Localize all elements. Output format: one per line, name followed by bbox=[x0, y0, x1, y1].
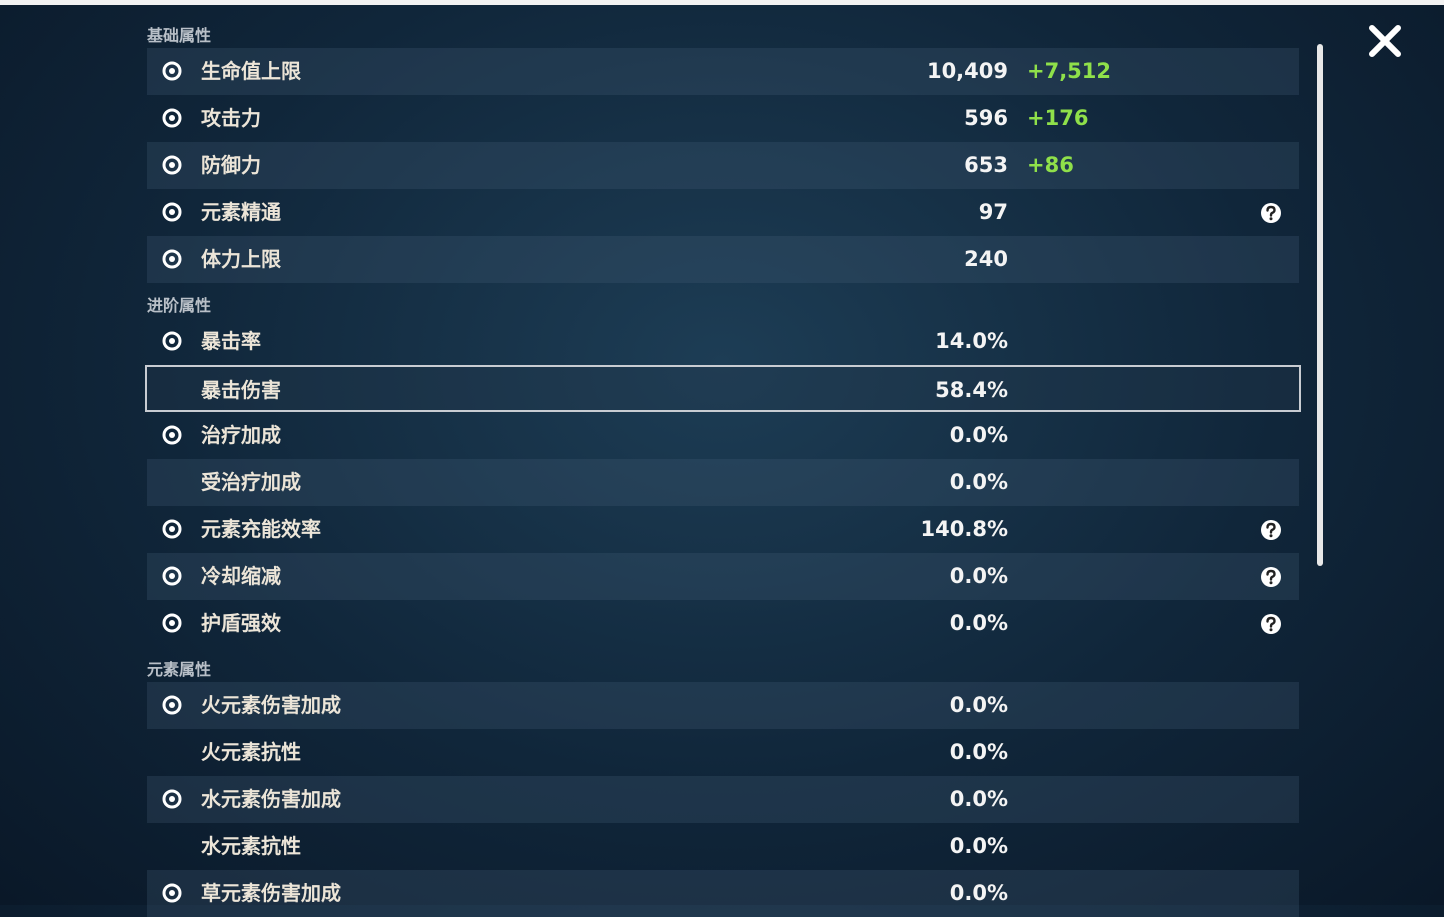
close-button[interactable] bbox=[1366, 22, 1404, 60]
attribute-icon bbox=[162, 331, 182, 351]
attribute-row: 水元素伤害加成 0.0% bbox=[147, 776, 1299, 823]
attribute-label: 治疗加成 bbox=[201, 423, 281, 447]
help-button[interactable] bbox=[1260, 566, 1282, 588]
attribute-row: 水元素抗性 0.0% bbox=[147, 823, 1299, 870]
attribute-value: 10,409 bbox=[926, 59, 1008, 83]
attribute-icon bbox=[162, 519, 182, 539]
attribute-row: 草元素伤害加成 0.0% bbox=[147, 870, 1299, 917]
attribute-icon bbox=[162, 613, 182, 633]
attribute-label: 生命值上限 bbox=[201, 59, 301, 83]
attribute-row: 火元素抗性 0.0% bbox=[147, 729, 1299, 776]
attribute-row: 冷却缩减 0.0% bbox=[147, 553, 1299, 600]
attribute-row: 元素精通 97 bbox=[147, 189, 1299, 236]
attribute-bonus: +176 bbox=[1027, 106, 1089, 130]
attribute-label: 水元素伤害加成 bbox=[201, 787, 341, 811]
attribute-bonus: +86 bbox=[1027, 153, 1074, 177]
attribute-icon bbox=[162, 202, 182, 222]
attribute-label: 火元素抗性 bbox=[201, 740, 301, 764]
attribute-value: 653 bbox=[964, 153, 1008, 177]
attribute-row: 生命值上限 10,409 +7,512 bbox=[147, 48, 1299, 95]
attribute-value: 0.0% bbox=[949, 470, 1008, 494]
attribute-value: 140.8% bbox=[920, 517, 1008, 541]
attribute-value: 0.0% bbox=[949, 564, 1008, 588]
attribute-label: 火元素伤害加成 bbox=[201, 693, 341, 717]
attribute-icon bbox=[162, 155, 182, 175]
help-button[interactable] bbox=[1260, 519, 1282, 541]
top-bar bbox=[0, 0, 1444, 5]
attribute-label: 水元素抗性 bbox=[201, 834, 301, 858]
attribute-label: 冷却缩减 bbox=[201, 564, 281, 588]
attribute-value: 14.0% bbox=[935, 329, 1008, 353]
attribute-icon bbox=[162, 566, 182, 586]
section-title: 基础属性 bbox=[147, 26, 212, 45]
scrollbar[interactable] bbox=[1317, 44, 1323, 566]
attribute-label: 攻击力 bbox=[201, 106, 261, 130]
attribute-value: 58.4% bbox=[935, 378, 1008, 402]
attribute-icon bbox=[162, 61, 182, 81]
attribute-label: 护盾强效 bbox=[201, 611, 281, 635]
attribute-icon bbox=[162, 883, 182, 903]
attribute-row: 火元素伤害加成 0.0% bbox=[147, 682, 1299, 729]
attribute-icon bbox=[162, 249, 182, 269]
attribute-icon bbox=[162, 108, 182, 128]
attribute-value: 0.0% bbox=[949, 740, 1008, 764]
attribute-row: 元素充能效率 140.8% bbox=[147, 506, 1299, 553]
attribute-icon bbox=[162, 425, 182, 445]
attribute-label: 受治疗加成 bbox=[201, 470, 301, 494]
attribute-value: 0.0% bbox=[949, 693, 1008, 717]
attribute-bonus: +7,512 bbox=[1027, 59, 1112, 83]
attribute-row: 受治疗加成 0.0% bbox=[147, 459, 1299, 506]
attribute-label: 防御力 bbox=[201, 153, 261, 177]
attribute-row: 暴击伤害 58.4% bbox=[145, 365, 1301, 412]
attribute-value: 0.0% bbox=[949, 423, 1008, 447]
attribute-icon bbox=[162, 695, 182, 715]
attribute-label: 元素充能效率 bbox=[201, 517, 321, 541]
attribute-label: 草元素伤害加成 bbox=[201, 881, 341, 905]
attribute-row: 攻击力 596 +176 bbox=[147, 95, 1299, 142]
attribute-row: 治疗加成 0.0% bbox=[147, 412, 1299, 459]
attribute-value: 596 bbox=[964, 106, 1008, 130]
attribute-label: 元素精通 bbox=[201, 200, 281, 224]
attribute-row: 体力上限 240 bbox=[147, 236, 1299, 283]
attribute-value: 0.0% bbox=[949, 787, 1008, 811]
attribute-value: 240 bbox=[964, 247, 1008, 271]
attribute-row: 防御力 653 +86 bbox=[147, 142, 1299, 189]
attribute-value: 97 bbox=[978, 200, 1008, 224]
attribute-label: 体力上限 bbox=[201, 247, 281, 271]
attribute-icon bbox=[162, 789, 182, 809]
attribute-row: 护盾强效 0.0% bbox=[147, 600, 1299, 647]
section-title: 进阶属性 bbox=[147, 296, 212, 315]
section-title: 元素属性 bbox=[147, 660, 212, 679]
help-button[interactable] bbox=[1260, 613, 1282, 635]
attribute-label: 暴击伤害 bbox=[201, 378, 281, 402]
attribute-value: 0.0% bbox=[949, 611, 1008, 635]
attribute-row: 暴击率 14.0% bbox=[147, 318, 1299, 365]
help-button[interactable] bbox=[1260, 202, 1282, 224]
attribute-value: 0.0% bbox=[949, 834, 1008, 858]
attribute-label: 暴击率 bbox=[201, 329, 261, 353]
attribute-value: 0.0% bbox=[949, 881, 1008, 905]
